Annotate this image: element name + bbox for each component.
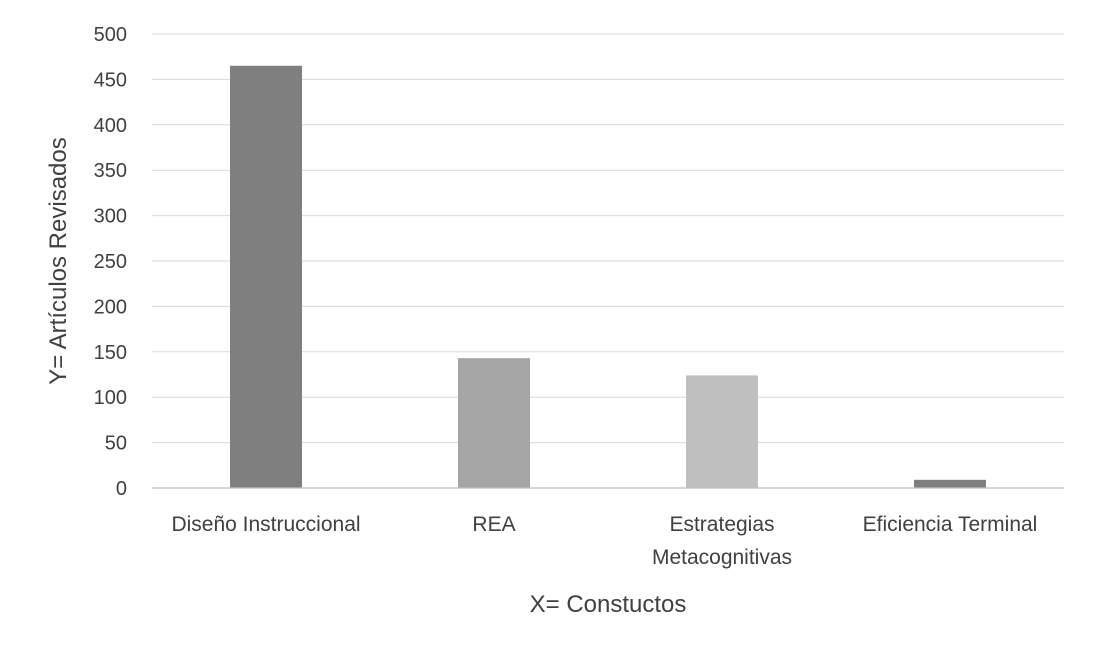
- x-category-line: REA: [472, 513, 515, 536]
- y-tick-label: 400: [94, 115, 127, 137]
- y-tick-label: 250: [94, 251, 127, 273]
- x-category-line: Diseño Instruccional: [171, 513, 360, 536]
- bar: [230, 65, 302, 488]
- bar: [458, 358, 530, 488]
- x-category-line: Metacognitivas: [652, 546, 792, 569]
- x-category-label: Eficiencia Terminal: [863, 513, 1038, 536]
- y-tick-label: 200: [94, 296, 127, 318]
- y-axis-title: Y= Artículos Revisados: [45, 137, 72, 384]
- bars: [230, 65, 986, 488]
- y-tick-label: 300: [94, 206, 127, 228]
- y-tick-label: 150: [94, 342, 127, 364]
- x-category-label: Diseño Instruccional: [171, 513, 360, 536]
- y-tick-label: 50: [105, 433, 127, 455]
- y-axis-ticks: 0 50 100 150 200 250 300 350 400 450 500: [94, 24, 127, 500]
- x-axis-categories: Diseño Instruccional REA Estrategias Metaco…: [171, 513, 1037, 569]
- x-axis-title: X= Constuctos: [530, 591, 687, 618]
- y-tick-label: 100: [94, 387, 127, 409]
- y-tick-label: 0: [116, 478, 127, 500]
- bar: [914, 479, 986, 488]
- x-category-label: Estrategias Metacognitivas: [652, 513, 792, 569]
- x-category-label: REA: [472, 513, 515, 536]
- y-tick-label: 500: [94, 24, 127, 46]
- x-category-line: Eficiencia Terminal: [863, 513, 1038, 536]
- y-tick-label: 450: [94, 69, 127, 91]
- bar: [686, 375, 758, 488]
- x-category-line: Estrategias: [669, 513, 774, 536]
- y-tick-label: 350: [94, 160, 127, 182]
- gridlines: [152, 33, 1064, 444]
